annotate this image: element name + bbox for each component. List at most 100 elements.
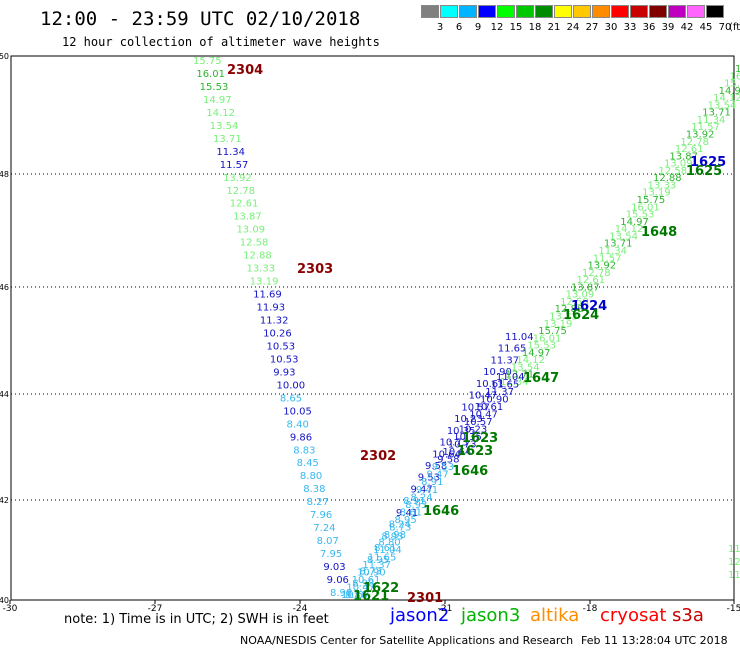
- east-track-value: 13.33: [648, 180, 677, 191]
- east-track-value: 16.01: [533, 333, 562, 344]
- pass-time-label: 2301: [407, 591, 443, 606]
- latitude-tick-label: 50: [0, 52, 9, 61]
- east-track-value: 8.80: [378, 537, 400, 548]
- edge-track-value: 11: [728, 544, 740, 555]
- legend-swatch: [706, 5, 724, 18]
- east-track-value: 8.98: [352, 578, 374, 589]
- west-track-value: 9.06: [327, 575, 349, 586]
- west-track-value: 14.97: [203, 95, 232, 106]
- east-track-value: 14.12: [615, 224, 644, 235]
- latitude-tick-label: 44: [0, 390, 9, 399]
- legend-label: 30: [604, 22, 618, 33]
- east-track-value: 9.58: [437, 455, 459, 466]
- west-track-value: 8.07: [317, 536, 339, 547]
- east-track-value: 11.37: [490, 355, 519, 366]
- east-track-value: 11.04: [373, 545, 402, 556]
- legend-label: 18: [528, 22, 542, 33]
- legend-label: 39: [661, 22, 675, 33]
- legend-swatch: [554, 5, 572, 18]
- east-track-value: 8.24: [410, 492, 432, 503]
- east-track-value: 12.78: [680, 137, 709, 148]
- east-track-value: 10.35: [447, 426, 476, 437]
- legend-swatch: [478, 5, 496, 18]
- east-track-value: 9.47: [410, 484, 432, 495]
- east-track-value: 13.19: [642, 188, 671, 199]
- west-track-value: 10.00: [277, 380, 306, 391]
- east-track-value: 10.73: [448, 440, 477, 451]
- west-track-value: 8.83: [293, 445, 315, 456]
- east-track-value: 13.92: [587, 261, 616, 272]
- east-track-value: 13.87: [669, 151, 698, 162]
- pass-time-label: 1625: [686, 164, 722, 179]
- east-track-value: 8.91: [421, 477, 443, 488]
- east-track-value: 10.61: [476, 379, 505, 390]
- latitude-tick-label: 48: [0, 170, 9, 179]
- west-track-value: 8.65: [280, 393, 302, 404]
- east-track-value: 10.23: [459, 425, 488, 436]
- east-track-value: 12.58: [658, 166, 687, 177]
- longitude-tick-label: -24: [293, 604, 308, 614]
- pass-time-label: 1623: [462, 431, 498, 446]
- west-track-value: 11.32: [260, 316, 289, 327]
- east-track-value: 10.73: [440, 438, 469, 449]
- mission-cryosat: cryosat: [600, 605, 667, 626]
- west-track-value: 10.26: [263, 328, 292, 339]
- legend-unit: (ft): [729, 22, 740, 33]
- east-track-value: 13.54: [609, 231, 638, 242]
- legend-swatch: [668, 5, 686, 18]
- east-track-value: 13.87: [571, 282, 600, 293]
- legend-label: 12: [490, 22, 504, 33]
- pass-time-label: 2303: [297, 262, 333, 277]
- east-track-value: 13.92: [686, 130, 715, 141]
- east-track-value: 8.98: [384, 530, 406, 541]
- east-track-value: 15.53: [724, 79, 740, 90]
- east-track-value: 10.23: [454, 414, 483, 425]
- pass-time-label: 1624: [571, 299, 607, 314]
- east-track-value: 8.93: [381, 531, 403, 542]
- east-track-value: 15.75: [637, 195, 666, 206]
- east-track-value: 11.57: [691, 122, 720, 133]
- latitude-tick-label: 42: [0, 496, 9, 505]
- east-track-value: 8.95: [394, 515, 416, 526]
- east-track-value: 9.41: [396, 508, 418, 519]
- east-track-value: 8.93: [405, 500, 427, 511]
- pass-time-label: 1621: [353, 589, 389, 604]
- legend-label: 45: [699, 22, 713, 33]
- map-title: 12:00 - 23:59 UTC 02/10/2018: [40, 8, 361, 30]
- west-track-value: 13.33: [246, 264, 275, 275]
- east-track-value: 14.12: [713, 93, 740, 104]
- east-track-value: 15.53: [527, 341, 556, 352]
- east-track-value: 10.64: [432, 449, 461, 460]
- legend-swatch: [497, 5, 515, 18]
- west-track-value: 8.98: [330, 588, 352, 599]
- mission-s3a: s3a: [672, 605, 704, 626]
- wave-height-observations: 15.7516.0115.5314.9714.1213.5413.7111.34…: [193, 56, 740, 601]
- west-track-value: 11.69: [253, 290, 282, 301]
- east-track-value: 11.65: [491, 380, 520, 391]
- longitude-tick-label: -21: [438, 604, 453, 614]
- west-track-value: 8.27: [307, 497, 329, 508]
- west-track-value: 12.58: [240, 238, 269, 249]
- west-track-value: 8.45: [297, 458, 319, 469]
- pass-time-label: 1625: [690, 155, 726, 170]
- map-frame: [10, 55, 735, 601]
- legend-swatch: [687, 5, 705, 18]
- legend-swatch: [535, 5, 553, 18]
- east-track-value: 12.58: [560, 297, 589, 308]
- east-track-value: 14.97: [620, 217, 649, 228]
- east-track-value: 12.88: [653, 173, 682, 184]
- west-track-value: 9.86: [290, 432, 312, 443]
- east-track-value: 9.53: [418, 473, 440, 484]
- legend-label: 3: [436, 22, 444, 33]
- pass-time-label: 1647: [523, 371, 559, 386]
- west-track-value: 7.96: [310, 510, 332, 521]
- east-track-value: 12.78: [582, 268, 611, 279]
- east-track-value: 13.71: [702, 108, 731, 119]
- legend-label: 70: [718, 22, 732, 33]
- east-track-value: 13.54: [708, 100, 737, 111]
- pass-time-label: 1623: [457, 444, 493, 459]
- west-track-value: 13.92: [223, 173, 252, 184]
- east-track-value: 11.04: [505, 332, 534, 343]
- east-track-value: 10.64: [443, 447, 472, 458]
